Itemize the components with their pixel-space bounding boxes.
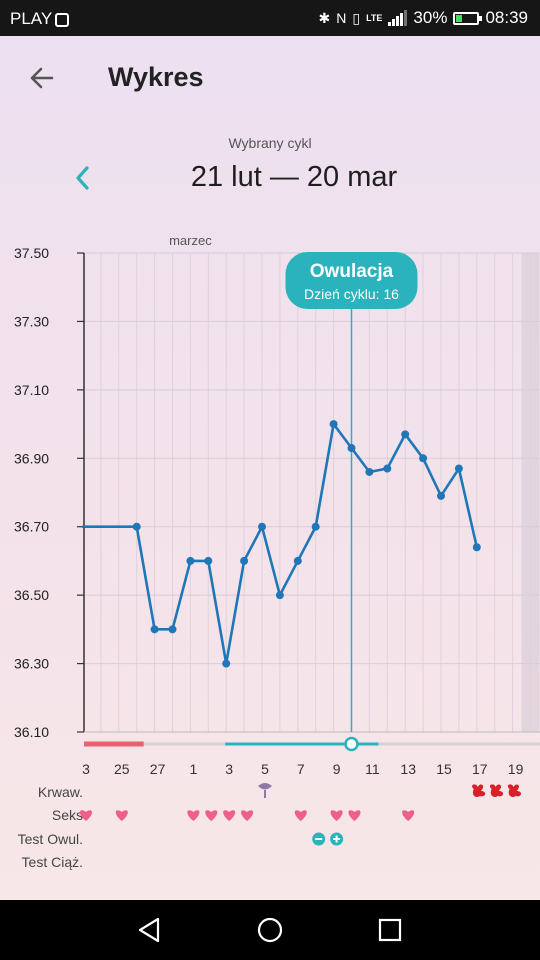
temperature-point[interactable]	[150, 625, 159, 634]
heart-icon[interactable]	[348, 810, 361, 821]
y-tick-label: 37.30	[14, 313, 49, 329]
bluetooth-icon: ✱	[318, 9, 331, 26]
heart-icon[interactable]	[402, 810, 415, 821]
plus-glyph-v	[335, 835, 338, 843]
minus-glyph	[315, 838, 323, 840]
row-label-sex: Seks	[52, 807, 83, 823]
temperature-point[interactable]	[347, 444, 356, 453]
row-label-pregnancy-test: Test Ciąż.	[22, 854, 83, 870]
temperature-point[interactable]	[472, 543, 481, 552]
carrier: PLAY	[10, 9, 70, 29]
y-tick-label: 36.50	[14, 587, 49, 603]
heart-icon-partial[interactable]	[79, 810, 93, 821]
x-tick-label: 19	[508, 761, 524, 777]
temperature-point[interactable]	[186, 556, 195, 565]
battery-icon	[453, 11, 483, 25]
x-tick-label: 3	[225, 761, 233, 777]
ovulation-bubble[interactable]	[285, 252, 418, 309]
heart-icon[interactable]	[294, 810, 307, 821]
bleeding-icon[interactable]	[489, 784, 504, 798]
heart-icon[interactable]	[205, 810, 218, 821]
app-screen: Wykres Wybrany cykl 21 lut — 20 mar 37.5…	[0, 0, 540, 900]
nfc-icon: N	[336, 10, 347, 26]
temperature-point[interactable]	[365, 467, 374, 476]
y-tick-label: 36.70	[14, 519, 49, 535]
nav-home-icon[interactable]	[256, 916, 284, 944]
temperature-point[interactable]	[401, 430, 410, 439]
row-label-bleeding: Krwaw.	[38, 784, 83, 800]
x-tick-label: 27	[150, 761, 166, 777]
nav-recents-icon[interactable]	[376, 916, 404, 944]
temperature-chart[interactable]: 37.50 37.30 37.10 36.90 36.70 36.50 36.30 36.10…	[0, 0, 540, 900]
temperature-point[interactable]	[419, 454, 428, 463]
arrow-left-icon[interactable]	[24, 60, 60, 96]
y-tick-label: 37.10	[14, 382, 49, 398]
x-tick-label: 15	[436, 761, 452, 777]
battery-percent: 30%	[413, 8, 448, 27]
ovulation-subtitle: Dzień cyklu: 16	[304, 286, 399, 302]
app-header: Wykres	[0, 36, 540, 120]
temperature-point[interactable]	[329, 420, 338, 429]
chevron-left-icon[interactable]	[68, 162, 98, 194]
temperature-point[interactable]	[204, 556, 213, 565]
bleeding-icon[interactable]	[507, 784, 522, 798]
x-tick-label: 5	[261, 761, 269, 777]
x-tick-label: 1	[190, 761, 198, 777]
heart-icon[interactable]	[330, 810, 343, 821]
heart-icon[interactable]	[187, 810, 200, 821]
x-tick-label: 13	[400, 761, 416, 777]
carrier-name: PLAY	[10, 9, 53, 28]
x-tick-label: 3	[82, 761, 90, 777]
temperature-point[interactable]	[454, 464, 463, 473]
temperature-point[interactable]	[240, 556, 249, 565]
row-label-ovulation-test: Test Owul.	[18, 831, 83, 847]
heart-icon[interactable]	[223, 810, 236, 821]
temperature-point[interactable]	[383, 464, 392, 473]
spotting-icon[interactable]	[258, 783, 272, 798]
network-type: LTE	[366, 13, 383, 23]
temperature-point[interactable]	[293, 556, 302, 565]
cycle-label: Wybrany cykl	[228, 135, 312, 151]
nav-back-icon[interactable]	[136, 916, 164, 944]
temperature-point[interactable]	[258, 522, 266, 531]
temperature-point[interactable]	[275, 591, 284, 600]
y-tick-label: 36.30	[14, 656, 49, 672]
x-tick-label: 25	[114, 761, 130, 777]
temperature-point[interactable]	[222, 659, 231, 668]
ovulation-marker[interactable]	[344, 736, 359, 752]
temperature-point[interactable]	[437, 491, 445, 500]
bleeding-icon[interactable]	[472, 784, 486, 798]
clock: 08:39	[485, 8, 528, 27]
month-label: marzec	[169, 233, 212, 248]
vibrate-icon: ▯	[352, 9, 361, 26]
page-title: Wykres	[108, 62, 204, 92]
x-tick-label: 11	[365, 761, 380, 777]
carrier-badge-icon	[55, 13, 70, 27]
y-tick-label: 36.90	[14, 450, 49, 466]
x-tick-label: 17	[472, 761, 488, 777]
status-bar: PLAY ✱ N ▯ LTE 30% 08:39	[0, 0, 540, 36]
heart-icon[interactable]	[241, 810, 254, 821]
navigation-bar	[0, 900, 540, 960]
temperature-point[interactable]	[168, 625, 177, 634]
ovulation-title: Owulacja	[310, 261, 394, 282]
x-tick-label: 9	[333, 761, 341, 777]
signal-icon	[388, 10, 408, 26]
y-tick-label: 37.50	[14, 245, 49, 261]
status-icons: ✱ N ▯ LTE 30% 08:39	[319, 8, 529, 28]
y-tick-label: 36.10	[14, 724, 49, 740]
temperature-point[interactable]	[132, 522, 141, 531]
cycle-range: 21 lut — 20 mar	[190, 161, 398, 193]
temperature-point[interactable]	[311, 522, 320, 531]
heart-icon[interactable]	[115, 810, 128, 821]
battery-fill	[456, 14, 463, 22]
x-tick-label: 7	[297, 761, 305, 777]
